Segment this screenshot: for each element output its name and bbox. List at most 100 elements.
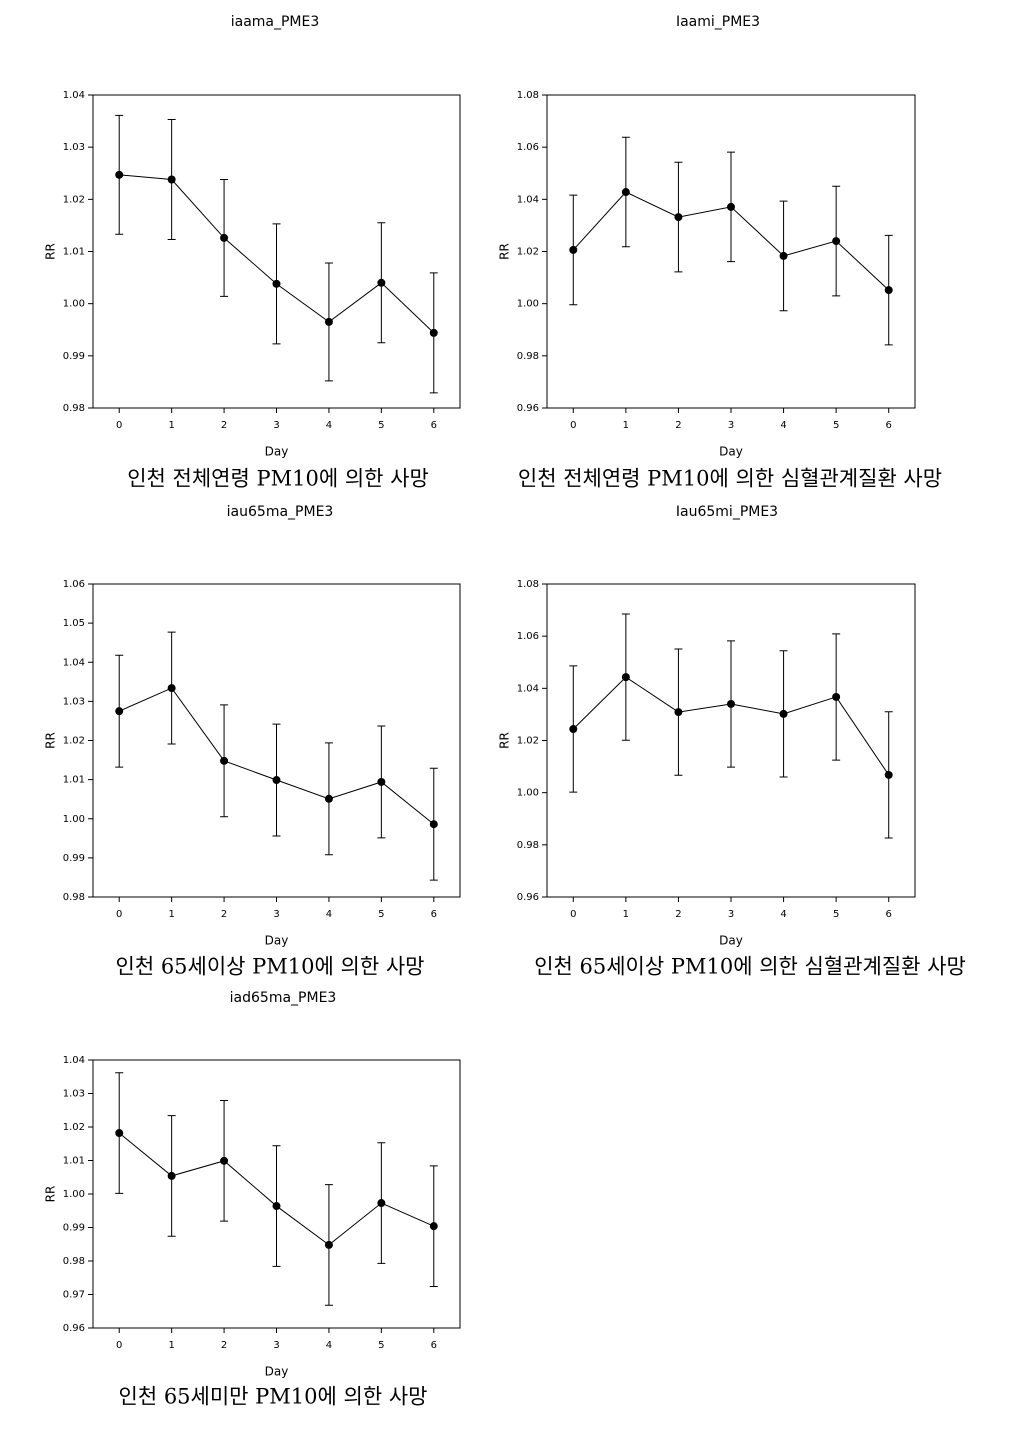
y-axis-label: RR (44, 732, 58, 749)
y-tick-label: 0.98 (63, 892, 85, 903)
x-tick-label: 1 (623, 909, 629, 920)
data-point (167, 1171, 176, 1180)
y-tick-label: 1.01 (63, 775, 85, 786)
data-point (779, 251, 788, 260)
y-axis-label: RR (44, 1186, 58, 1203)
data-point (220, 756, 229, 765)
y-tick-label: 1.08 (517, 90, 539, 101)
data-point (272, 279, 281, 288)
y-tick-label: 1.00 (63, 299, 85, 310)
x-tick-label: 5 (833, 420, 839, 431)
x-tick-label: 2 (221, 1340, 227, 1351)
y-tick-label: 1.00 (517, 788, 539, 799)
data-point (884, 286, 893, 295)
data-point (272, 776, 281, 785)
chart-title: iad65ma_PME3 (230, 990, 337, 1006)
data-point (377, 278, 386, 287)
x-axis-label: Day (265, 934, 289, 948)
x-tick-label: 5 (833, 909, 839, 920)
x-tick-label: 3 (273, 909, 279, 920)
data-point (621, 673, 630, 682)
y-tick-label: 1.02 (517, 247, 539, 258)
data-point (220, 1156, 229, 1165)
x-tick-label: 5 (378, 420, 384, 431)
x-tick-label: 1 (168, 420, 174, 431)
data-point (220, 233, 229, 242)
y-tick-label: 0.96 (63, 1323, 85, 1334)
x-tick-label: 4 (326, 1340, 332, 1351)
y-axis-label: RR (498, 732, 512, 749)
data-point (324, 317, 333, 326)
y-tick-label: 0.98 (63, 403, 85, 414)
x-tick-label: 3 (273, 1340, 279, 1351)
y-tick-label: 0.97 (63, 1290, 85, 1301)
y-tick-label: 1.05 (63, 618, 85, 629)
chart-caption: 인천 전체연령 PM10에 의한 사망 (127, 467, 429, 491)
x-axis-label: Day (719, 445, 743, 459)
y-tick-label: 0.98 (517, 840, 539, 851)
y-tick-label: 0.96 (517, 892, 539, 903)
y-tick-label: 1.01 (63, 247, 85, 258)
x-tick-label: 1 (168, 909, 174, 920)
data-point (324, 1240, 333, 1249)
x-tick-label: 6 (431, 1340, 437, 1351)
y-tick-label: 1.03 (63, 142, 85, 153)
data-point (115, 707, 124, 716)
x-tick-label: 6 (431, 420, 437, 431)
data-point (884, 770, 893, 779)
data-point (429, 328, 438, 337)
x-tick-label: 4 (326, 420, 332, 431)
chart-caption: 인천 65세이상 PM10에 의한 사망 (116, 955, 425, 979)
y-axis-label: RR (498, 243, 512, 260)
y-tick-label: 1.02 (63, 1122, 85, 1133)
x-tick-label: 4 (326, 909, 332, 920)
chart-caption: 인천 65세미만 PM10에 의한 사망 (119, 1385, 428, 1409)
x-axis-label: Day (719, 934, 743, 948)
x-tick-label: 0 (570, 420, 576, 431)
x-tick-label: 0 (116, 909, 122, 920)
y-tick-label: 1.00 (517, 299, 539, 310)
y-tick-label: 1.06 (517, 142, 539, 153)
x-tick-label: 1 (168, 1340, 174, 1351)
data-point (674, 708, 683, 717)
data-point (167, 684, 176, 693)
y-tick-label: 1.08 (517, 579, 539, 590)
x-tick-label: 5 (378, 1340, 384, 1351)
x-tick-label: 0 (116, 1340, 122, 1351)
y-tick-label: 1.02 (63, 194, 85, 205)
data-point (569, 725, 578, 734)
x-tick-label: 2 (221, 909, 227, 920)
y-tick-label: 0.96 (517, 403, 539, 414)
data-point (272, 1202, 281, 1211)
y-tick-label: 0.98 (63, 1256, 85, 1267)
y-tick-label: 1.04 (517, 683, 539, 694)
x-tick-label: 5 (378, 909, 384, 920)
y-tick-label: 1.00 (63, 1189, 85, 1200)
y-tick-label: 0.99 (63, 351, 85, 362)
y-tick-label: 0.98 (517, 351, 539, 362)
x-tick-label: 4 (780, 909, 786, 920)
data-point (621, 188, 630, 197)
chart-title: iau65ma_PME3 (227, 504, 334, 520)
data-point (377, 777, 386, 786)
y-tick-label: 1.03 (63, 1089, 85, 1100)
data-point (727, 202, 735, 211)
x-tick-label: 3 (728, 420, 734, 431)
data-point (569, 245, 578, 254)
x-tick-label: 0 (570, 909, 576, 920)
x-axis-label: Day (265, 445, 289, 459)
chart-title: Iaami_PME3 (676, 14, 760, 30)
data-point (167, 175, 176, 184)
y-tick-label: 0.99 (63, 1223, 85, 1234)
y-tick-label: 1.02 (517, 736, 539, 747)
data-point (324, 794, 333, 803)
x-axis-label: Day (265, 1365, 289, 1379)
y-tick-label: 1.04 (63, 90, 85, 101)
data-point (727, 699, 735, 708)
data-point (115, 1129, 124, 1138)
x-tick-label: 1 (623, 420, 629, 431)
y-tick-label: 0.99 (63, 853, 85, 864)
x-tick-label: 6 (886, 909, 892, 920)
x-tick-label: 2 (675, 420, 681, 431)
x-tick-label: 0 (116, 420, 122, 431)
